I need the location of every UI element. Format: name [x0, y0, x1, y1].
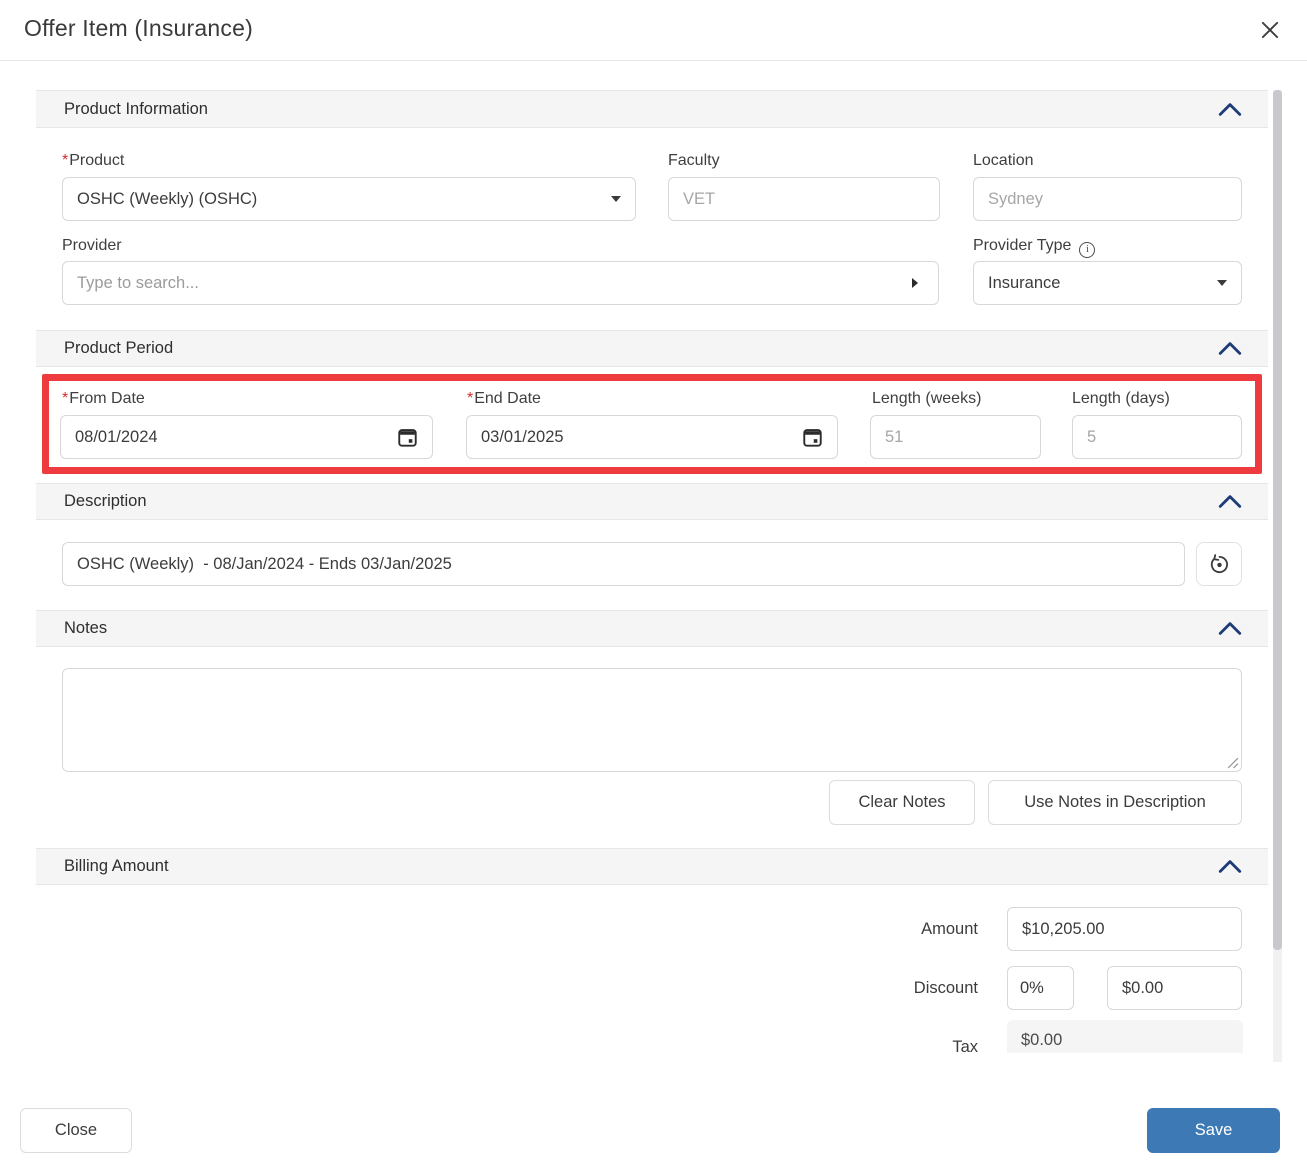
required-asterisk: *: [62, 152, 69, 169]
length-weeks-input: [870, 415, 1041, 459]
from-date-label: *From Date: [62, 390, 145, 407]
location-input: [973, 177, 1242, 221]
calendar-icon[interactable]: [803, 428, 822, 447]
length-weeks-label: Length (weeks): [872, 390, 982, 407]
discount-label: Discount: [913, 979, 978, 997]
end-date-label: *End Date: [467, 390, 541, 407]
close-x-glyph: [1261, 21, 1279, 39]
length-days-label: Length (days): [1072, 390, 1170, 407]
chevron-up-icon[interactable]: [1218, 860, 1242, 873]
tax-readonly-field: $0.00: [1007, 1020, 1243, 1053]
section-title: Description: [64, 492, 147, 510]
required-asterisk: *: [467, 390, 474, 407]
section-header-notes[interactable]: Notes: [36, 610, 1268, 647]
product-label: *Product: [62, 152, 125, 169]
provider-type-select[interactable]: Insurance: [973, 261, 1242, 305]
amount-label: Amount: [921, 920, 978, 938]
tax-row-clipped: Tax $0.00: [36, 1020, 1268, 1053]
expand-right-icon[interactable]: [912, 278, 918, 288]
section-header-description[interactable]: Description: [36, 483, 1268, 520]
calendar-icon[interactable]: [398, 428, 417, 447]
save-button[interactable]: Save: [1147, 1108, 1280, 1153]
end-date-input[interactable]: [466, 415, 838, 459]
amount-input[interactable]: [1007, 907, 1242, 951]
provider-type-label: Provider Type i: [973, 237, 1096, 258]
chevron-up-icon[interactable]: [1218, 102, 1242, 116]
chevron-down-icon: [611, 196, 621, 202]
section-header-billing-amount[interactable]: Billing Amount: [36, 848, 1268, 885]
close-icon[interactable]: [1255, 15, 1285, 45]
discount-percent-input[interactable]: [1007, 966, 1074, 1010]
section-title: Billing Amount: [64, 857, 169, 875]
provider-search-input[interactable]: [62, 261, 939, 305]
clear-notes-button[interactable]: Clear Notes: [829, 780, 975, 825]
section-header-product-period[interactable]: Product Period: [36, 330, 1268, 367]
product-select-value: OSHC (Weekly) (OSHC): [77, 189, 258, 208]
faculty-input: [668, 177, 940, 221]
info-icon[interactable]: i: [1079, 241, 1096, 258]
location-label: Location: [973, 152, 1034, 169]
provider-type-value: Insurance: [988, 273, 1061, 292]
notes-textarea[interactable]: [62, 668, 1242, 772]
provider-label: Provider: [62, 237, 122, 254]
discount-amount-input[interactable]: [1107, 966, 1242, 1010]
faculty-label: Faculty: [668, 152, 720, 169]
restore-icon: [1210, 553, 1228, 573]
required-asterisk: *: [62, 390, 69, 407]
chevron-up-icon[interactable]: [1218, 342, 1242, 355]
scrollbar-track[interactable]: [1273, 90, 1282, 1062]
product-select[interactable]: OSHC (Weekly) (OSHC): [62, 177, 636, 221]
resize-handle-icon[interactable]: [1226, 756, 1239, 769]
section-header-product-information[interactable]: Product Information: [36, 90, 1268, 128]
section-title: Notes: [64, 619, 108, 637]
reset-description-button[interactable]: [1196, 542, 1242, 586]
chevron-down-icon: [1217, 280, 1227, 286]
page-title: Offer Item (Insurance): [24, 15, 253, 41]
tax-label: Tax: [952, 1038, 978, 1053]
modal-titlebar: Offer Item (Insurance): [0, 0, 1307, 61]
description-input[interactable]: [62, 542, 1185, 586]
use-notes-in-description-button[interactable]: Use Notes in Description: [988, 780, 1242, 825]
section-title: Product Period: [64, 339, 174, 357]
close-button[interactable]: Close: [20, 1108, 132, 1153]
scrollbar-thumb[interactable]: [1273, 90, 1282, 950]
chevron-up-icon[interactable]: [1218, 495, 1242, 508]
chevron-up-icon[interactable]: [1218, 622, 1242, 635]
section-title: Product Information: [64, 99, 208, 118]
length-days-input: [1072, 415, 1242, 459]
from-date-input[interactable]: [60, 415, 433, 459]
